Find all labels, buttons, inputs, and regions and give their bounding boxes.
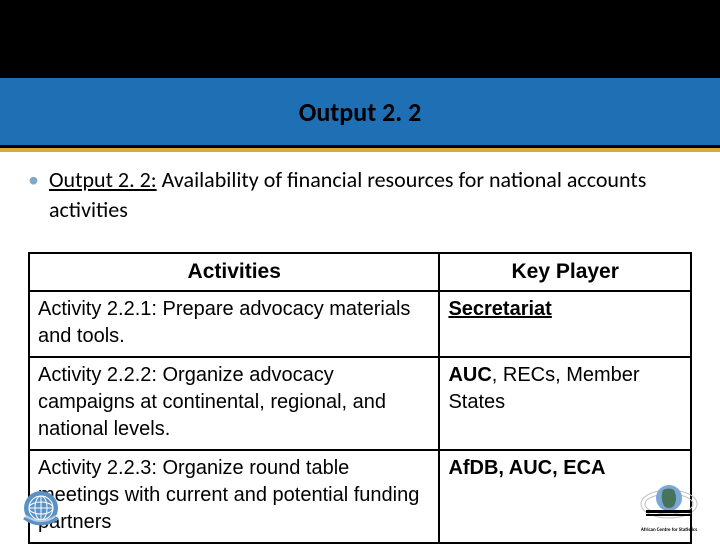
un-logo-icon: [14, 486, 68, 532]
table-header-row: Activities Key Player: [29, 253, 691, 291]
slide-header: Output 2. 2: [0, 0, 720, 145]
col-activities: Activities: [29, 253, 439, 291]
footer: African Centre for Statistics: [0, 478, 720, 534]
header-black-band: [0, 0, 720, 78]
acs-logo-caption: African Centre for Statistics: [638, 528, 700, 533]
bullet-text: Output 2. 2: Availability of financial r…: [49, 165, 692, 224]
cell-activity: Activity 2.2.1: Prepare advocacy materia…: [29, 291, 439, 357]
bullet-label: Output 2. 2:: [49, 166, 157, 193]
table-row: Activity 2.2.2: Organize advocacy campai…: [29, 357, 691, 450]
slide-title: Output 2. 2: [299, 96, 422, 128]
header-blue-band: Output 2. 2: [0, 78, 720, 145]
table-row: Activity 2.2.1: Prepare advocacy materia…: [29, 291, 691, 357]
cell-key-player: AUC, RECs, Member States: [439, 357, 691, 450]
bullet-marker: •: [28, 165, 39, 195]
content-area: • Output 2. 2: Availability of financial…: [0, 145, 720, 234]
header-gold-line: [0, 148, 720, 152]
cell-activity: Activity 2.2.2: Organize advocacy campai…: [29, 357, 439, 450]
cell-key-player: Secretariat: [439, 291, 691, 357]
acs-logo-icon: African Centre for Statistics: [638, 480, 700, 532]
col-key-player: Key Player: [439, 253, 691, 291]
bullet-item: • Output 2. 2: Availability of financial…: [28, 165, 692, 224]
